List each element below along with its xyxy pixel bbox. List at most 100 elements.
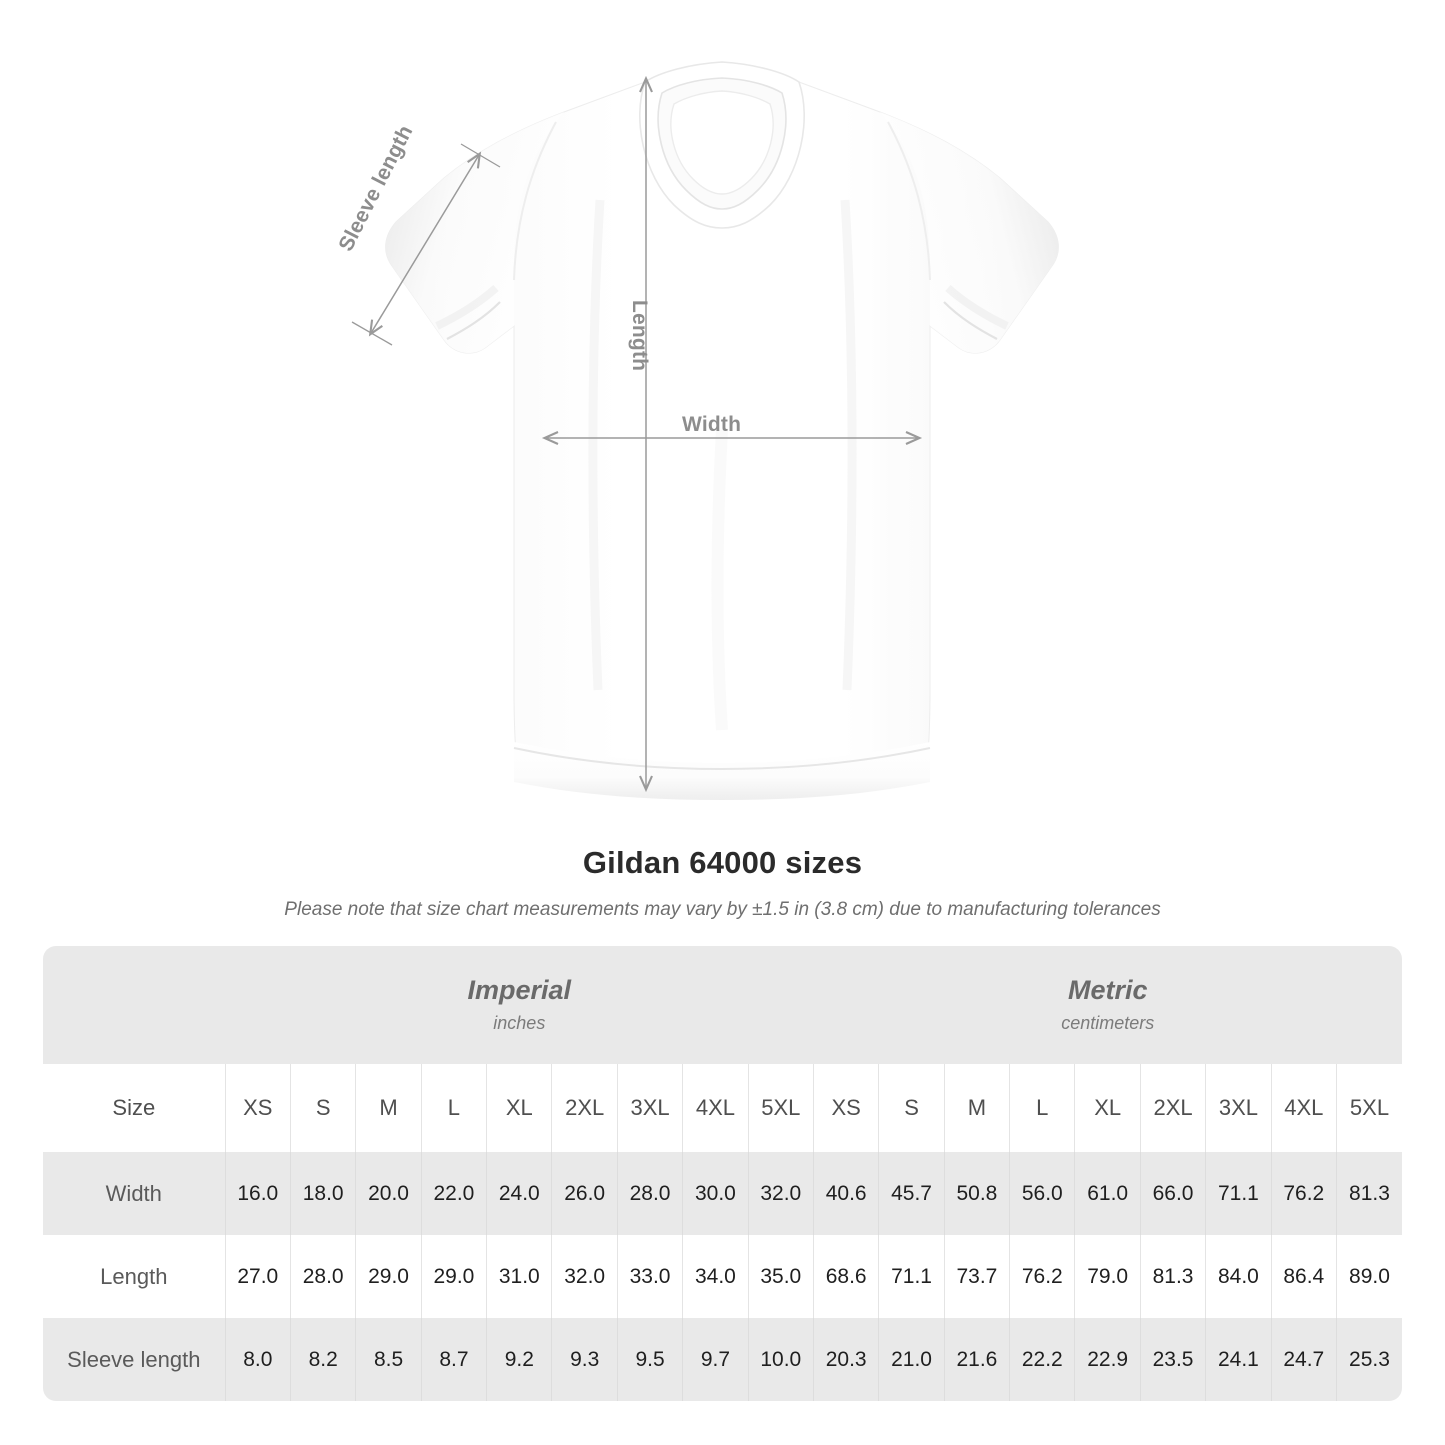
size-header-cell-metric: 3XL — [1205, 1064, 1272, 1152]
size-header-cell-metric: L — [1009, 1064, 1075, 1152]
table-row: Width 16.0 18.0 20.0 22.0 24.0 26.0 28.0 30.0 32.… — [43, 1152, 1402, 1235]
tshirt-illustration — [351, 61, 1059, 800]
unit-group-subtitle: centimeters — [1061, 1013, 1155, 1034]
measurement-cell-metric: 24.1 — [1205, 1318, 1272, 1401]
measurement-cell-metric: 73.7 — [943, 1235, 1010, 1318]
measurement-cell-imperial: 32.0 — [747, 1152, 814, 1235]
unit-group-subtitle: inches — [493, 1013, 546, 1034]
measurement-cell-metric: 22.2 — [1009, 1318, 1075, 1401]
measurement-cell-imperial: 20.0 — [355, 1152, 422, 1235]
measurement-cell-metric: 21.0 — [878, 1318, 945, 1401]
measurement-cell-metric: 76.2 — [1270, 1152, 1337, 1235]
measurement-cell-metric: 81.3 — [1335, 1152, 1402, 1235]
measurement-row-label: Sleeve length — [43, 1318, 226, 1401]
measurement-cell-imperial: 27.0 — [224, 1235, 291, 1318]
measurement-cell-imperial: 9.5 — [616, 1318, 683, 1401]
size-header-cell-imperial: 2XL — [551, 1064, 618, 1152]
measurement-cell-metric: 68.6 — [812, 1235, 879, 1318]
measurement-cell-metric: 22.9 — [1074, 1318, 1141, 1401]
measurement-cell-metric: 50.8 — [943, 1152, 1010, 1235]
size-row-header: Size — [43, 1064, 226, 1152]
measurement-cell-metric: 40.6 — [812, 1152, 879, 1235]
measurement-cell-imperial: 8.7 — [420, 1318, 487, 1401]
measurement-cell-imperial: 35.0 — [747, 1235, 814, 1318]
measurement-cell-imperial: 24.0 — [486, 1152, 552, 1235]
table-row: Sleeve length 8.0 8.2 8.5 8.7 9.2 9.3 9.5 9.7 10.… — [43, 1318, 1402, 1401]
page-title: Gildan 64000 sizes — [582, 845, 863, 880]
size-header-cell-imperial: S — [289, 1064, 356, 1152]
measurement-cell-imperial: 29.0 — [420, 1235, 487, 1318]
sleeve-tick-bottom — [351, 321, 393, 346]
size-header-cell-imperial: 3XL — [616, 1064, 683, 1152]
measurement-cell-imperial: 9.3 — [551, 1318, 618, 1401]
table-row: Length 27.0 28.0 29.0 29.0 31.0 32.0 33.0 34.0 35… — [43, 1235, 1402, 1318]
measurement-cell-metric: 21.6 — [943, 1318, 1010, 1401]
measurement-row-label: Length — [43, 1235, 226, 1318]
unit-group-header: Imperial inches — [225, 946, 814, 1064]
size-header-row: Size XS S M L XL 2XL 3XL 4XL 5XL XS S M L XL 2XL 3XL 4XL 5… — [43, 1064, 1402, 1152]
width-label: Width — [682, 413, 742, 436]
size-chart-table: Imperial inches Metric centimeters Size XS S M L… — [43, 946, 1402, 1401]
size-header-cell-metric: XS — [812, 1064, 879, 1152]
measurement-cell-imperial: 29.0 — [355, 1235, 422, 1318]
measurement-cell-metric: 71.1 — [878, 1235, 945, 1318]
measurement-cell-imperial: 28.0 — [616, 1152, 683, 1235]
measurement-cell-metric: 81.3 — [1139, 1235, 1206, 1318]
measurement-cell-imperial: 30.0 — [682, 1152, 749, 1235]
measurement-cell-imperial: 9.2 — [486, 1318, 552, 1401]
size-header-cell-metric: XL — [1074, 1064, 1141, 1152]
size-header-cell-metric: 4XL — [1270, 1064, 1337, 1152]
size-header-cell-imperial: M — [355, 1064, 422, 1152]
length-label: Length — [628, 300, 651, 372]
measurement-cell-imperial: 18.0 — [289, 1152, 356, 1235]
unit-group-name: Imperial — [467, 974, 572, 1005]
measurement-cell-metric: 25.3 — [1335, 1318, 1402, 1401]
measurement-cell-metric: 56.0 — [1009, 1152, 1075, 1235]
size-header-cell-imperial: 4XL — [682, 1064, 749, 1152]
measurement-cell-imperial: 8.0 — [224, 1318, 291, 1401]
measurement-row-label: Width — [43, 1152, 226, 1235]
measurement-arrows — [351, 75, 923, 793]
measurement-cell-imperial: 8.2 — [289, 1318, 356, 1401]
measurement-cell-imperial: 26.0 — [551, 1152, 618, 1235]
measurement-cell-metric: 24.7 — [1270, 1318, 1337, 1401]
size-header-cell-metric: 2XL — [1139, 1064, 1206, 1152]
measurement-cell-metric: 66.0 — [1139, 1152, 1206, 1235]
measurement-cell-metric: 71.1 — [1205, 1152, 1272, 1235]
measurement-cell-metric: 23.5 — [1139, 1318, 1206, 1401]
measurement-cell-imperial: 32.0 — [551, 1235, 618, 1318]
measurement-cell-metric: 86.4 — [1270, 1235, 1337, 1318]
title-block: Gildan 64000 sizes Please note that size… — [0, 845, 1445, 921]
measurement-cell-imperial: 9.7 — [682, 1318, 749, 1401]
measurement-cell-metric: 45.7 — [878, 1152, 945, 1235]
tshirt-diagram: Sleeve length Length Width — [334, 61, 1059, 800]
size-header-cell-imperial: XL — [486, 1064, 552, 1152]
measurement-cell-metric: 76.2 — [1009, 1235, 1075, 1318]
size-header-cell-metric: M — [943, 1064, 1010, 1152]
tshirt-body-shape — [385, 61, 1059, 800]
measurement-cell-imperial: 10.0 — [747, 1318, 814, 1401]
unit-header-spacer — [43, 946, 226, 1064]
unit-header-row: Imperial inches Metric centimeters — [43, 946, 1402, 1064]
measurement-cell-imperial: 22.0 — [420, 1152, 487, 1235]
tolerance-note: Please note that size chart measurements… — [284, 899, 1161, 920]
size-header-cell-metric: S — [878, 1064, 945, 1152]
size-header-cell-metric: 5XL — [1335, 1064, 1402, 1152]
measurement-cell-metric: 20.3 — [812, 1318, 879, 1401]
measurement-cell-imperial: 8.5 — [355, 1318, 422, 1401]
measurement-cell-imperial: 28.0 — [289, 1235, 356, 1318]
measurement-cell-metric: 61.0 — [1074, 1152, 1141, 1235]
measurement-cell-imperial: 16.0 — [224, 1152, 291, 1235]
unit-group-header: Metric centimeters — [813, 946, 1402, 1064]
size-header-cell-imperial: 5XL — [747, 1064, 814, 1152]
measurement-cell-metric: 84.0 — [1205, 1235, 1272, 1318]
measurement-cell-metric: 79.0 — [1074, 1235, 1141, 1318]
sleeve-tick-top — [460, 143, 501, 168]
size-header-cell-imperial: XS — [224, 1064, 291, 1152]
measurement-cell-imperial: 31.0 — [486, 1235, 552, 1318]
size-chart-table-wrapper: Imperial inches Metric centimeters Size XS S M L… — [43, 946, 1402, 1401]
unit-group-name: Metric — [1067, 974, 1148, 1005]
measurement-cell-imperial: 33.0 — [616, 1235, 683, 1318]
sleeve-length-arrow — [368, 151, 482, 337]
measurement-cell-imperial: 34.0 — [682, 1235, 749, 1318]
